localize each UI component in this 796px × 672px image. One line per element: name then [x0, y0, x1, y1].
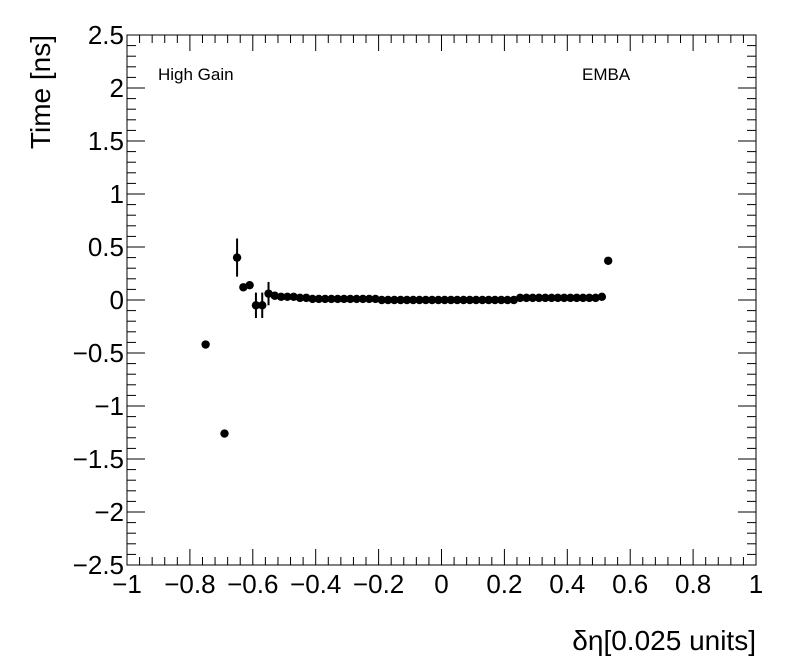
data-point	[339, 294, 349, 304]
y-tick-label: 2.5	[88, 20, 124, 50]
data-point	[314, 294, 324, 304]
data-point	[289, 292, 298, 302]
data-point	[497, 295, 506, 305]
data-point	[534, 293, 544, 303]
data-point	[390, 295, 399, 305]
data-point	[528, 293, 537, 303]
data-point	[490, 295, 500, 305]
data-point	[446, 295, 456, 305]
data-point	[603, 256, 613, 265]
data-point	[371, 294, 380, 304]
data-point	[541, 293, 550, 303]
data-point	[258, 301, 267, 310]
data-point	[559, 293, 569, 303]
annotation: High Gain	[158, 65, 234, 84]
data-point	[515, 293, 525, 303]
x-axis-title: δη[0.025 units]	[572, 625, 756, 656]
data-point	[333, 294, 342, 304]
data-point	[383, 295, 393, 305]
data-point	[251, 301, 261, 310]
data-point	[547, 293, 556, 303]
y-tick-label: −1.5	[73, 444, 124, 474]
data-point	[327, 294, 336, 304]
data-point	[415, 295, 424, 305]
data-point	[440, 295, 449, 305]
data-point	[232, 253, 242, 262]
data-point	[346, 294, 355, 304]
y-tick-label: 2	[110, 73, 124, 103]
data-point	[566, 293, 575, 303]
y-tick-label: −2	[94, 497, 124, 527]
data-point	[408, 295, 418, 305]
y-tick-label: −0.5	[73, 338, 124, 368]
y-tick-label: −1	[94, 391, 124, 421]
data-point	[295, 293, 305, 303]
data-point	[585, 293, 594, 303]
data-point	[572, 293, 581, 303]
y-tick-label: 1	[110, 179, 124, 209]
x-tick-label: −0.2	[353, 569, 404, 599]
data-point	[283, 292, 292, 302]
y-tick-label: 0	[110, 285, 124, 315]
data-point	[578, 293, 588, 303]
y-axis-title: Time [ns]	[25, 35, 56, 149]
data-point	[503, 295, 512, 305]
data-point	[352, 294, 361, 304]
x-tick-label: −1	[112, 569, 142, 599]
data-point	[396, 295, 405, 305]
x-tick-label: 0.2	[486, 569, 522, 599]
data-point	[302, 293, 311, 303]
data-point	[421, 295, 430, 305]
x-tick-label: 0.8	[675, 569, 711, 599]
data-point	[434, 295, 443, 305]
data-point	[276, 292, 286, 302]
y-tick-label: −2.5	[73, 550, 124, 580]
data-point	[270, 291, 280, 300]
data-point	[427, 295, 437, 305]
data-point	[377, 295, 386, 305]
data-point	[320, 294, 330, 304]
data-point	[201, 340, 210, 349]
data-point	[478, 295, 487, 305]
x-tick-label: −0.4	[290, 569, 341, 599]
data-point	[591, 293, 600, 303]
data-point	[522, 293, 531, 303]
x-tick-label: 0.4	[549, 569, 585, 599]
data-point	[484, 295, 493, 305]
x-tick-label: 0	[434, 569, 448, 599]
data-point	[402, 295, 412, 305]
data-point	[471, 295, 481, 305]
data-point	[597, 292, 607, 302]
data-point	[465, 295, 475, 305]
x-tick-label: −0.6	[227, 569, 278, 599]
data-point	[553, 293, 563, 303]
data-point	[364, 294, 374, 304]
data-point	[459, 295, 468, 305]
data-point	[245, 280, 254, 290]
data-point	[358, 294, 368, 304]
data-point	[220, 429, 229, 438]
x-tick-label: 1	[749, 569, 763, 599]
x-tick-label: −0.8	[164, 569, 215, 599]
y-tick-label: 0.5	[88, 232, 124, 262]
data-point	[453, 295, 462, 305]
annotation: EMBA	[582, 65, 631, 84]
x-tick-label: 0.6	[612, 569, 648, 599]
data-point	[308, 294, 317, 304]
y-tick-label: 1.5	[88, 126, 124, 156]
